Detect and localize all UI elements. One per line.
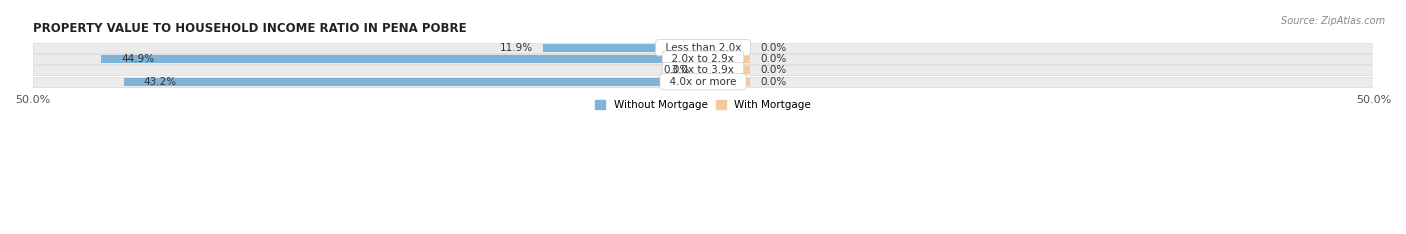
Bar [32,54,1374,64]
Bar [703,55,749,63]
Legend: Without Mortgage, With Mortgage: Without Mortgage, With Mortgage [591,96,815,114]
Text: 2.0x to 2.9x: 2.0x to 2.9x [665,54,741,64]
Bar [544,44,703,52]
Bar [124,78,703,86]
Text: 43.2%: 43.2% [143,77,177,87]
Text: Source: ZipAtlas.com: Source: ZipAtlas.com [1281,16,1385,26]
Bar [101,55,703,63]
Text: 11.9%: 11.9% [499,43,533,53]
Bar [32,65,1374,76]
Text: 0.0%: 0.0% [664,65,689,75]
Text: 0.0%: 0.0% [761,54,787,64]
Bar [32,43,1374,53]
Text: 0.0%: 0.0% [761,77,787,87]
Text: 44.9%: 44.9% [121,54,155,64]
Text: PROPERTY VALUE TO HOUSEHOLD INCOME RATIO IN PENA POBRE: PROPERTY VALUE TO HOUSEHOLD INCOME RATIO… [32,22,467,35]
Text: 0.0%: 0.0% [761,65,787,75]
Bar [703,44,749,52]
Bar [703,78,749,86]
Text: 0.0%: 0.0% [761,43,787,53]
Bar [32,77,1374,87]
Text: 3.0x to 3.9x: 3.0x to 3.9x [665,65,741,75]
Bar [703,66,749,74]
Text: 4.0x or more: 4.0x or more [664,77,742,87]
Text: Less than 2.0x: Less than 2.0x [658,43,748,53]
